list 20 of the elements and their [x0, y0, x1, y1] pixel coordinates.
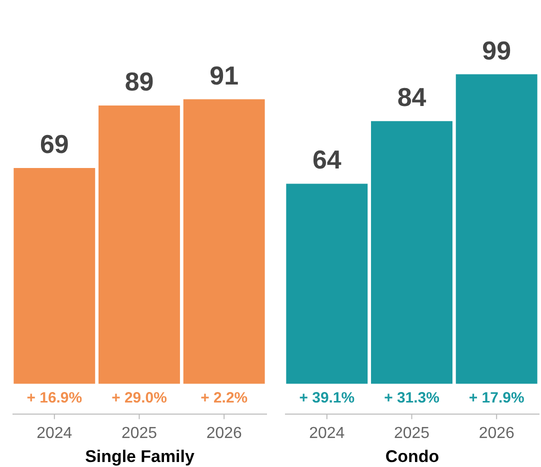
x-axis-title: Condo — [385, 447, 440, 466]
x-axis-title: Single Family — [85, 447, 195, 466]
data-label: 91 — [210, 62, 239, 90]
x-tick-label: 2024 — [309, 425, 345, 442]
x-tick-label: 2026 — [206, 425, 242, 442]
data-label: 64 — [312, 146, 342, 175]
annotation: + 2.2% — [200, 390, 248, 407]
x-tick-label: 2024 — [36, 425, 72, 442]
data-label: 69 — [40, 131, 69, 160]
data-label: 99 — [482, 37, 512, 66]
data-label: 89 — [124, 68, 154, 97]
x-tick-label: 2025 — [394, 425, 430, 442]
annotation: + 17.9% — [468, 390, 524, 407]
x-tick-label: 2026 — [478, 425, 514, 442]
annotation: + 29.0% — [112, 390, 167, 407]
x-tick-label: 2025 — [121, 425, 158, 442]
annotation: + 39.1% — [299, 390, 355, 407]
annotation: + 31.3% — [384, 390, 440, 407]
annotation: + 16.9% — [26, 390, 82, 407]
data-label: 84 — [397, 84, 427, 112]
